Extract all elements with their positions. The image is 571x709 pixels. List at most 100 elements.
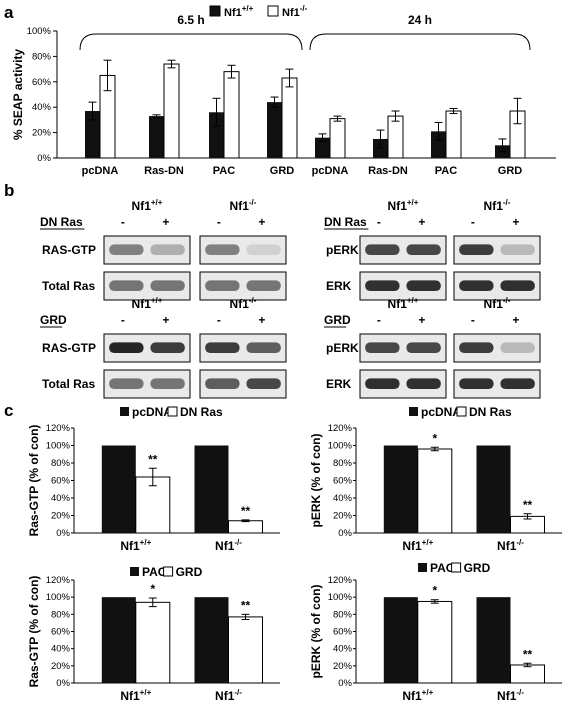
y-tick-label: 100% <box>46 592 71 603</box>
x-category-label: Nf1-/- <box>497 538 524 553</box>
y-axis-label: Ras-GTP (% of con) <box>27 425 41 537</box>
y-tick-label: 20% <box>32 128 52 139</box>
legend-swatch <box>163 566 174 577</box>
blot-treatment-label: DN Ras <box>324 215 367 229</box>
y-tick-label: 120% <box>328 423 353 434</box>
y-tick-label: 40% <box>32 102 52 113</box>
blot-row-label: ERK <box>326 279 352 293</box>
y-tick-label: 20% <box>333 661 353 672</box>
category-label: PAC <box>213 165 235 177</box>
bar-control <box>194 597 229 683</box>
blot-band <box>459 244 494 256</box>
blot-band <box>459 280 494 292</box>
y-tick-label: 20% <box>51 661 71 672</box>
group-bracket <box>309 33 531 51</box>
y-tick-label: 120% <box>46 423 71 434</box>
blot-band <box>150 244 185 256</box>
group-title: 24 h <box>408 13 432 27</box>
legend-swatch <box>167 406 178 417</box>
legend-swatch <box>409 407 418 416</box>
bar-control <box>476 445 511 533</box>
significance-stars: * <box>432 431 437 445</box>
blot-band <box>150 378 185 390</box>
significance-stars: ** <box>148 452 158 466</box>
blot-genotype-wt: Nf1+/+ <box>132 296 163 311</box>
bar-treatment <box>417 600 453 684</box>
blot-sign: - <box>121 313 125 327</box>
legend-label: DN Ras <box>180 405 223 419</box>
y-tick-label: 80% <box>51 458 71 469</box>
x-category-label: Nf1+/+ <box>120 688 151 703</box>
blot-band <box>150 280 185 292</box>
blot-row-label: pERK <box>326 341 359 355</box>
category-label: Ras-DN <box>144 165 184 177</box>
y-tick-label: 20% <box>51 511 71 522</box>
blot-band <box>246 378 281 390</box>
legend-swatch <box>209 5 221 17</box>
blot-band <box>406 244 441 256</box>
y-tick-label: 60% <box>333 476 353 487</box>
blot-band <box>109 342 144 354</box>
legend-label: Nf1+/+ <box>224 4 254 19</box>
blot-sign: + <box>258 215 265 229</box>
x-category-label: Nf1+/+ <box>120 538 151 553</box>
blot-band <box>406 342 441 354</box>
bar-ko <box>387 115 404 159</box>
bar-control <box>101 445 136 533</box>
blot-genotype-ko: Nf1-/- <box>230 198 257 213</box>
bar-control <box>383 445 418 533</box>
blot-treatment-label: GRD <box>40 313 67 327</box>
legend-label: GRD <box>464 561 491 575</box>
blot-treatment-label: GRD <box>324 313 351 327</box>
significance-stars: * <box>432 584 437 598</box>
blot-sign: + <box>162 313 169 327</box>
category-label: PAC <box>435 165 457 177</box>
blot-band <box>459 342 494 354</box>
bar-wt <box>431 131 446 158</box>
x-category-label: Nf1-/- <box>215 538 242 553</box>
blot-genotype-ko: Nf1-/- <box>484 198 511 213</box>
y-axis-label: pERK (% of con) <box>309 585 323 679</box>
blot-sign: - <box>217 215 221 229</box>
panel-label-c: c <box>4 401 13 420</box>
bar-ko <box>223 71 240 159</box>
blot-genotype-wt: Nf1+/+ <box>388 296 419 311</box>
blot-band <box>246 342 281 354</box>
y-tick-label: 40% <box>51 493 71 504</box>
bar-ko <box>445 110 462 159</box>
blot-sign: + <box>418 215 425 229</box>
legend-swatch <box>130 567 139 576</box>
blot-band <box>500 378 535 390</box>
blot-band <box>109 280 144 292</box>
panel-label-a: a <box>4 3 14 22</box>
figure-layer: Nf1+/+ Nf1-/- 0% 20% 40% 60% 80% 100% % SEAP act… <box>11 4 562 703</box>
legend-label: DN Ras <box>469 405 512 419</box>
blot-sign: + <box>418 313 425 327</box>
blot-band <box>205 378 240 390</box>
bar-ko <box>329 118 346 159</box>
bar-control <box>101 597 136 683</box>
y-tick-label: 120% <box>328 575 353 586</box>
y-tick-label: 60% <box>32 77 52 88</box>
bar-ko <box>281 77 298 159</box>
bar-wt <box>315 137 330 158</box>
y-tick-label: 0% <box>56 528 70 539</box>
blot-band <box>205 342 240 354</box>
category-label: GRD <box>498 165 523 177</box>
legend-label: pcDNA <box>132 405 172 419</box>
blot-row-label: pERK <box>326 243 359 257</box>
blot-sign: - <box>217 313 221 327</box>
significance-stars: ** <box>523 647 533 661</box>
bar-treatment <box>228 520 263 534</box>
legend-swatch <box>418 563 427 572</box>
blot-band <box>246 280 281 292</box>
blot-row-label: Total Ras <box>42 279 95 293</box>
x-category-label: Nf1-/- <box>497 688 524 703</box>
x-category-label: Nf1+/+ <box>402 688 433 703</box>
significance-stars: * <box>150 582 155 596</box>
y-tick-label: 80% <box>333 458 353 469</box>
y-tick-label: 60% <box>51 627 71 638</box>
blot-sign: - <box>377 215 381 229</box>
blot-band <box>406 378 441 390</box>
